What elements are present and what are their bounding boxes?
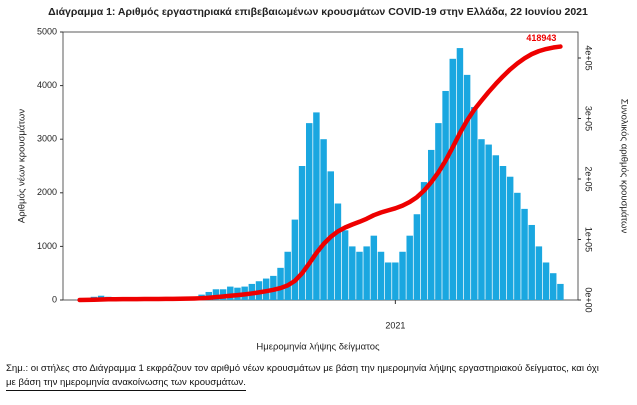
bar	[406, 235, 413, 300]
bar	[334, 203, 342, 300]
footnote-line: με βάση την ημερομηνία ανακοίνωσης των κ…	[6, 376, 246, 391]
bar	[399, 251, 406, 300]
y2-axis-title: Συνολικός αριθμός κρουσμάτων	[618, 99, 629, 234]
bar	[485, 144, 492, 300]
bar	[363, 246, 370, 300]
footnote: Σημ.: οι στήλες στο Διάγραμμα 1 εκφράζου…	[6, 362, 631, 391]
bar	[478, 139, 485, 300]
x-tick-label: 2021	[385, 320, 405, 330]
chart: Διάγραμμα 1: Αριθμός εργαστηριακά επιβεβ…	[17, 6, 630, 353]
bar	[291, 219, 299, 300]
bar	[227, 286, 234, 300]
y-axis-title: Αριθμός νέων κρουσμάτων	[17, 109, 28, 223]
bar	[550, 273, 557, 300]
y-tick-label: 4000	[37, 80, 57, 90]
bar	[449, 58, 456, 300]
bar	[471, 107, 478, 300]
y-tick-label: 3000	[37, 134, 57, 144]
bar	[456, 48, 464, 300]
y2-tick-label: 0e+00	[584, 287, 594, 312]
bar	[320, 139, 327, 300]
y2-tick-label: 3e+05	[584, 106, 594, 131]
bar	[557, 283, 564, 300]
line	[77, 44, 563, 303]
bar	[284, 251, 291, 300]
y-tick-label: 1000	[37, 241, 57, 251]
y-tick-label: 2000	[37, 187, 57, 197]
bar	[349, 246, 356, 300]
y2-tick-label: 4e+05	[584, 45, 594, 70]
bar	[542, 262, 550, 300]
bar	[370, 235, 378, 300]
bar	[528, 224, 535, 300]
y2-tick-label: 1e+05	[584, 227, 594, 252]
y2-tick-label: 2e+05	[584, 166, 594, 191]
bar	[506, 176, 514, 300]
bar	[384, 262, 392, 300]
bar	[499, 166, 507, 300]
bar	[463, 74, 471, 300]
bar	[492, 155, 500, 300]
bar	[212, 289, 220, 300]
chart-title: Διάγραμμα 1: Αριθμός εργαστηριακά επιβεβ…	[48, 6, 588, 18]
bar	[435, 123, 442, 301]
bar	[514, 192, 521, 300]
bar	[535, 246, 543, 300]
bar	[341, 230, 349, 300]
footnote-line: Σημ.: οι στήλες στο Διάγραμμα 1 εκφράζου…	[6, 363, 599, 374]
data-label: 418943	[526, 33, 556, 43]
bar	[306, 123, 313, 301]
bar	[442, 90, 449, 301]
y-tick-label: 0	[52, 294, 57, 304]
bar	[420, 182, 428, 300]
bar	[521, 208, 528, 300]
bar	[298, 166, 306, 300]
bar	[428, 149, 435, 300]
y-tick-label: 5000	[37, 26, 57, 36]
bar	[277, 267, 284, 300]
bar	[377, 251, 385, 300]
bar	[392, 262, 399, 300]
bar	[413, 214, 421, 300]
bar	[313, 112, 320, 301]
x-axis-title: Ημερομηνία λήψης δείγματος	[256, 342, 380, 353]
bar	[356, 251, 363, 300]
